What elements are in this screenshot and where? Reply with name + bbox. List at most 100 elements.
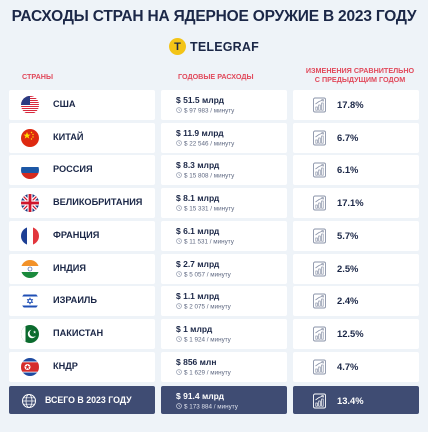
change-cell: 4.7%: [293, 351, 419, 382]
flag-usa-icon: [21, 96, 39, 114]
country-cell: КНДР: [9, 351, 155, 382]
spend-per-minute-value: $ 22 546 / минуту: [184, 140, 235, 148]
spend-cell: $ 11.9 млрд $ 22 546 / минуту: [161, 122, 287, 153]
telegraf-logo-icon: T: [169, 38, 187, 55]
total-label-cell: ВСЕГО В 2023 ГОДУ: [9, 386, 155, 415]
spend-per-minute: $ 1 924 / минуту: [176, 336, 231, 343]
country-cell: ПАКИСТАН: [9, 318, 155, 349]
flag-russia-icon: [21, 161, 39, 180]
flag-uk-icon: [21, 194, 39, 213]
header-spend: ГОДОВЫЕ РАСХОДЫ: [178, 72, 254, 81]
country-cell: ИНДИЯ: [9, 253, 155, 284]
spend-per-minute-value: $ 2 075 / минуту: [184, 303, 231, 311]
total-per-minute: $ 173 884 / минуту: [176, 403, 238, 411]
clock-icon: [176, 139, 184, 147]
change-cell: 12.5%: [293, 318, 419, 349]
country-name: США: [53, 99, 76, 109]
page-title: РАСХОДЫ СТРАН НА ЯДЕРНОЕ ОРУЖИЕ В 2023 Г…: [11, 8, 417, 25]
change-value: 6.1%: [337, 164, 359, 176]
chart-growth-icon: [312, 261, 327, 277]
spend-per-minute-value: $ 1 629 / минуту: [184, 369, 231, 377]
total-change: 13.4%: [337, 395, 364, 407]
country-name: ВЕЛИКОБРИТАНИЯ: [53, 197, 143, 208]
header-country: СТРАНЫ: [22, 72, 53, 81]
spend-per-minute: $ 2 075 / минуту: [176, 303, 231, 311]
country-name: КНДР: [53, 360, 78, 371]
total-label: ВСЕГО В 2023 ГОДУ: [45, 395, 132, 406]
spend-per-minute-value: $ 97 983 / минуту: [184, 107, 235, 115]
change-cell: 17.8%: [293, 90, 419, 120]
country-name: ФРАНЦИЯ: [53, 229, 100, 240]
country-name: ИЗРАИЛЬ: [53, 295, 97, 306]
annual-spend: $ 8.3 млрд: [176, 160, 220, 171]
flag-pakistan-icon: [21, 324, 39, 343]
flag-china-icon: [21, 128, 39, 147]
clock-icon: [176, 336, 184, 343]
total-change-cell: 13.4%: [293, 386, 419, 415]
header-change-line2: С ПРЕДЫДУЩИМ ГОДОМ: [314, 75, 406, 84]
spend-per-minute: $ 5 057 / минуту: [176, 270, 231, 278]
chart-growth-icon: [312, 97, 327, 113]
clock-icon: [176, 270, 184, 278]
chart-growth-icon: [312, 326, 327, 342]
change-cell: 6.1%: [293, 155, 419, 186]
country-cell: КИТАЙ: [9, 122, 155, 153]
table-row: РОССИЯ $ 8.3 млрд $ 15 808 / минуту 6.1%: [9, 155, 419, 186]
chart-growth-icon: [312, 393, 327, 409]
change-value: 2.4%: [337, 295, 359, 307]
brand-name: TELEGRAF: [190, 39, 259, 54]
spend-cell: $ 8.1 млрд $ 15 331 / минуту: [161, 188, 287, 219]
country-cell: США: [9, 90, 155, 120]
annual-spend: $ 856 млн: [176, 356, 217, 367]
flag-israel-icon: [21, 292, 39, 311]
table-row: США $ 51.5 млрд $ 97 983 / минуту 17.8%: [9, 90, 419, 120]
change-value: 6.7%: [337, 131, 359, 143]
spend-cell: $ 6.1 млрд $ 11 531 / минуту: [161, 220, 287, 251]
spend-cell: $ 2.7 млрд $ 5 057 / минуту: [161, 253, 287, 284]
annual-spend: $ 11.9 млрд: [176, 127, 224, 138]
chart-growth-icon: [312, 228, 327, 244]
table-row: ФРАНЦИЯ $ 6.1 млрд $ 11 531 / минуту 5.7%: [9, 220, 419, 251]
change-cell: 2.4%: [293, 286, 419, 317]
clock-icon: [176, 238, 184, 245]
spend-per-minute: $ 11 531 / минуту: [176, 238, 234, 246]
flag-north-korea-icon: [21, 357, 39, 376]
country-name: РОССИЯ: [53, 164, 93, 175]
clock-icon: [176, 368, 184, 376]
header-change: ИЗМЕНЕНИЯ СРАВНИТЕЛЬНО С ПРЕДЫДУЩИМ ГОДО…: [304, 66, 416, 90]
change-value: 17.8%: [337, 99, 364, 110]
annual-spend: $ 1 млрд: [176, 323, 213, 334]
annual-spend: $ 1.1 млрд: [176, 291, 220, 302]
table-row: ВЕЛИКОБРИТАНИЯ $ 8.1 млрд $ 15 331 / минут…: [9, 188, 419, 219]
table-row: КИТАЙ $ 11.9 млрд $ 22 546 / минуту 6.7%: [9, 122, 419, 153]
change-value: 5.7%: [337, 229, 359, 241]
total-spend: $ 91.4 млрд: [176, 391, 225, 402]
clock-icon: [176, 205, 184, 213]
change-cell: 6.7%: [293, 122, 419, 153]
spend-cell: $ 1.1 млрд $ 2 075 / минуту: [161, 286, 287, 317]
annual-spend: $ 2.7 млрд: [176, 258, 220, 269]
spend-per-minute: $ 1 629 / минуту: [176, 368, 231, 377]
annual-spend: $ 8.1 млрд: [176, 193, 220, 204]
change-value: 2.5%: [337, 262, 359, 274]
spend-per-minute: $ 97 983 / минуту: [176, 107, 234, 115]
chart-growth-icon: [312, 162, 327, 178]
chart-growth-icon: [312, 195, 327, 211]
annual-spend: $ 51.5 млрд: [176, 95, 225, 105]
clock-icon: [176, 107, 184, 115]
spend-per-minute-value: $ 15 808 / минуту: [184, 172, 235, 180]
chart-growth-icon: [312, 293, 327, 309]
header-change-line1: ИЗМЕНЕНИЯ СРАВНИТЕЛЬНО: [305, 66, 415, 75]
change-value: 17.1%: [337, 197, 364, 209]
table-row: ИНДИЯ $ 2.7 млрд $ 5 057 / минуту 2.5%: [9, 253, 419, 284]
flag-india-icon: [21, 259, 39, 278]
clock-icon: [176, 303, 184, 311]
spend-per-minute-value: $ 11 531 / минуту: [184, 238, 234, 246]
spend-per-minute-value: $ 5 057 / минуту: [184, 271, 231, 278]
country-cell: ИЗРАИЛЬ: [9, 286, 155, 317]
chart-growth-icon: [312, 130, 327, 146]
change-cell: 17.1%: [293, 188, 419, 219]
spend-per-minute: $ 15 331 / минуту: [176, 205, 234, 213]
country-name: КИТАЙ: [53, 131, 84, 142]
annual-spend: $ 6.1 млрд: [176, 225, 220, 236]
